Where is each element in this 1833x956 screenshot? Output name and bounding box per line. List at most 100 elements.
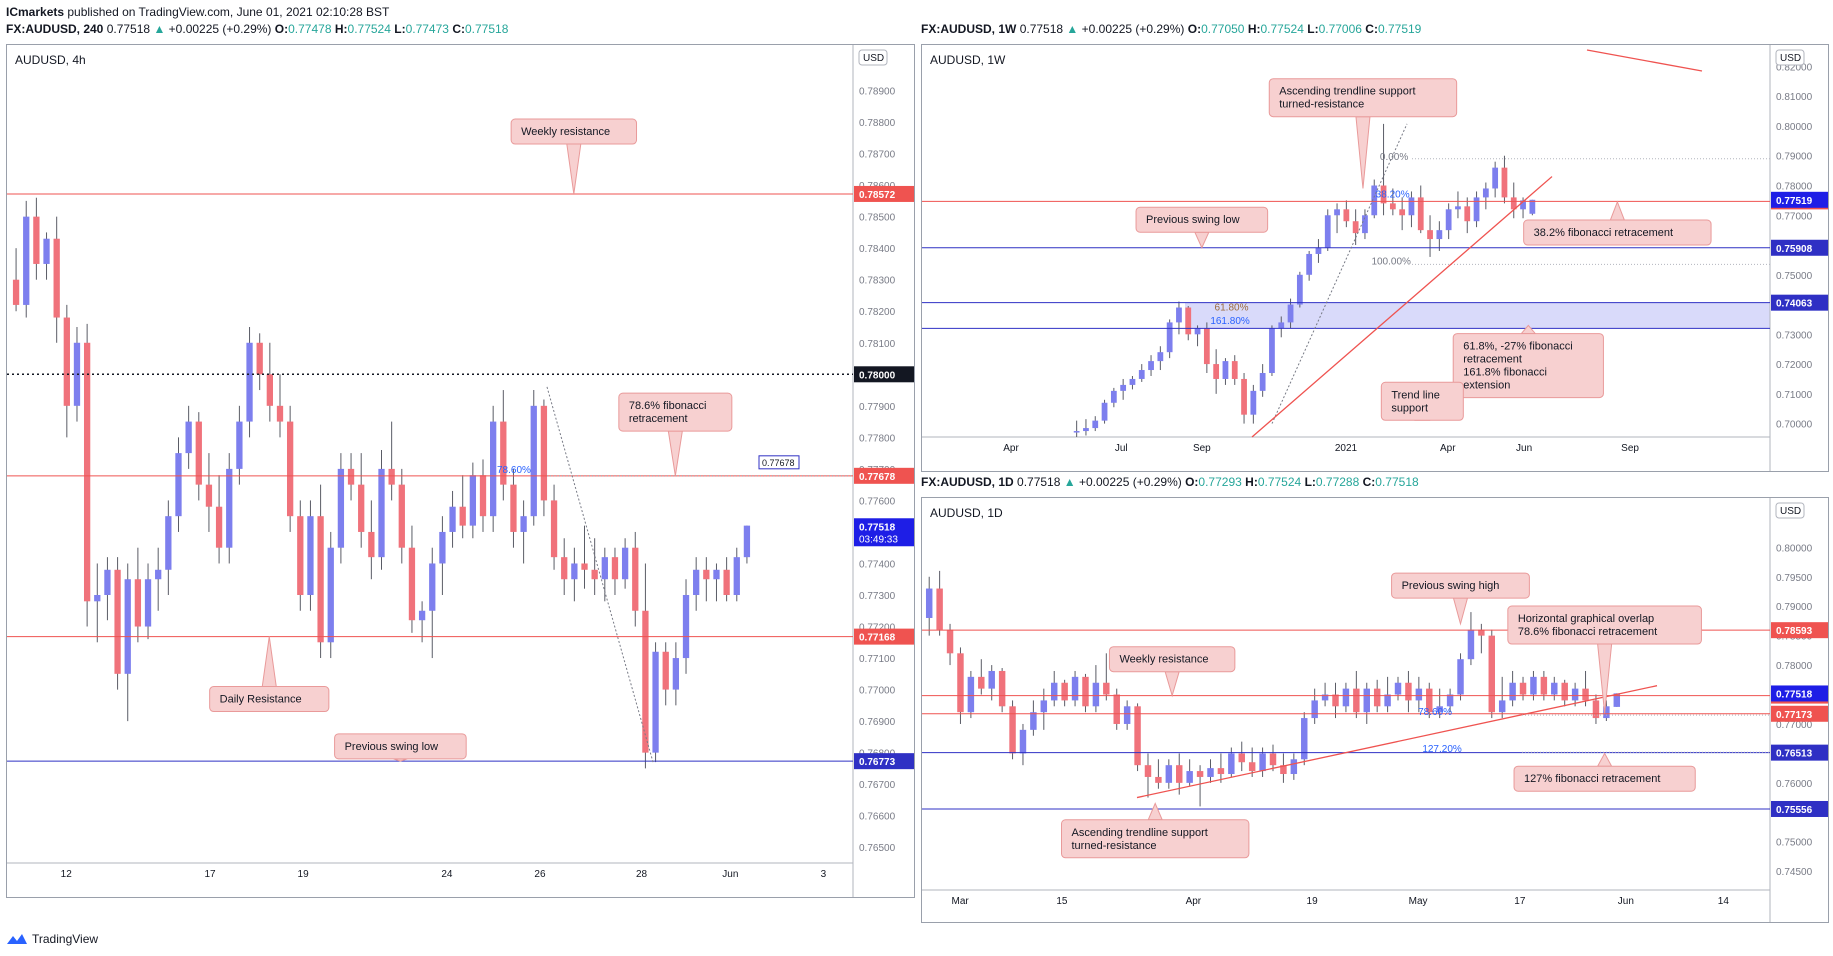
- candle-body: [1301, 718, 1308, 760]
- chart-panel-1w[interactable]: 0.700000.710000.720000.730000.740000.750…: [921, 44, 1829, 472]
- candle-body: [175, 453, 182, 517]
- candle-body: [307, 516, 314, 595]
- candle-body: [368, 531, 375, 558]
- level-price-tag: [1771, 622, 1828, 639]
- time-tick-label: Sep: [1621, 443, 1639, 454]
- callout-box: [1380, 381, 1464, 421]
- h4-open: 0.77478: [288, 22, 332, 36]
- callout-box: [1268, 78, 1458, 118]
- candle-body: [1436, 706, 1443, 713]
- candle-body: [429, 563, 436, 611]
- candle-body: [1498, 700, 1506, 713]
- callout-text: 61.8%, -27% fibonacci: [1463, 341, 1572, 353]
- candle-body: [226, 468, 233, 548]
- level-price-tag: [1771, 800, 1828, 817]
- candle-body: [1529, 199, 1536, 214]
- candle-body: [144, 579, 152, 627]
- level-price-text: 0.77678: [859, 472, 896, 483]
- candle-body: [1371, 185, 1378, 216]
- time-tick-label: 19: [298, 869, 310, 880]
- w1-symbol: FX:AUDUSD, 1W: [921, 22, 1017, 36]
- candle-body: [1092, 682, 1100, 707]
- fib-level-text: 38.20%: [1376, 189, 1410, 200]
- up-arrow-icon: ▲: [1063, 475, 1076, 489]
- candle-body: [1427, 230, 1433, 240]
- currency-label: USD: [863, 53, 884, 64]
- candle-body: [1613, 693, 1621, 707]
- h4-ohlc-line: FX:AUDUSD, 240 0.77518 ▲ +0.00225 (+0.29…: [6, 22, 509, 36]
- level-price-text: 0.78593: [1776, 626, 1813, 637]
- candle-body: [1332, 694, 1339, 707]
- candle-body: [73, 342, 81, 406]
- candle-body: [1455, 206, 1461, 210]
- candle-body: [469, 475, 477, 526]
- h4-close: 0.77518: [464, 22, 509, 36]
- candle-body: [1155, 776, 1162, 783]
- candle-body: [1464, 206, 1471, 222]
- tradingview-branding[interactable]: TradingView: [6, 932, 98, 946]
- w1-last: 0.77518: [1019, 22, 1064, 36]
- price-tick-label: 0.81000: [1776, 92, 1813, 103]
- callout-pointer: [1597, 643, 1613, 714]
- candle-body: [988, 670, 995, 689]
- candle-body: [1228, 753, 1235, 775]
- price-tick-label: 0.77100: [859, 654, 896, 665]
- candle-body: [1321, 694, 1329, 701]
- time-tick-label: 17: [1514, 896, 1526, 907]
- candle-body: [662, 651, 669, 690]
- fib-level-text: 127.20%: [1422, 744, 1462, 755]
- candle-body: [601, 557, 608, 580]
- chart-4h-svg: 0.765000.766000.767000.768000.769000.770…: [7, 45, 914, 897]
- chart-symbol-label: AUDUSD, 1W: [930, 53, 1006, 67]
- candle-body: [1207, 768, 1214, 777]
- candle-body: [1296, 274, 1303, 305]
- currency-label: USD: [1780, 53, 1801, 64]
- callout-box: [209, 686, 330, 713]
- candle-body: [1405, 682, 1412, 701]
- candle-body: [1123, 706, 1131, 724]
- d1-low: 0.77288: [1315, 475, 1360, 489]
- callout-text: Weekly resistance: [1119, 654, 1208, 666]
- fib-zone: [1185, 302, 1770, 329]
- candle-body: [1144, 765, 1152, 777]
- callout-text: turned-resistance: [1279, 99, 1364, 111]
- candle-body: [1582, 688, 1589, 701]
- callout-text: 78.6% fibonacci retracement: [1518, 626, 1657, 638]
- callout-text: extension: [1463, 380, 1510, 392]
- candle-body: [1509, 682, 1516, 701]
- level-price-tag: [854, 753, 914, 770]
- candle-body: [1238, 753, 1245, 763]
- candle-body: [1394, 682, 1402, 695]
- chart-panel-4h[interactable]: 0.765000.766000.767000.768000.769000.770…: [6, 44, 915, 898]
- level-price-text: 0.76513: [1776, 749, 1813, 760]
- candle-body: [1519, 682, 1527, 695]
- price-tick-label: 0.76600: [859, 812, 896, 823]
- candle-body: [1488, 635, 1496, 713]
- callout-text: support: [1391, 402, 1428, 414]
- candle-body: [1290, 759, 1298, 775]
- candle-body: [408, 547, 416, 621]
- candle-body: [946, 629, 954, 654]
- candle-body: [398, 484, 405, 548]
- candle-body: [1120, 384, 1127, 391]
- level-price-tag: [1771, 239, 1828, 256]
- candle-body: [1071, 676, 1079, 701]
- time-tick-label: May: [1409, 896, 1428, 907]
- candle-body: [1334, 209, 1340, 216]
- chart-panel-1d[interactable]: 0.745000.750000.755000.760000.765000.770…: [921, 497, 1829, 923]
- time-tick-label: Jun: [1618, 896, 1634, 907]
- candle-body: [642, 610, 649, 753]
- candle-body: [1176, 765, 1183, 783]
- candle-body: [1306, 253, 1313, 275]
- level-price-text: 0.74063: [1776, 299, 1813, 310]
- candle-body: [1603, 706, 1610, 719]
- candle-body: [33, 216, 40, 264]
- candle-body: [672, 658, 680, 690]
- candle-body: [561, 557, 568, 580]
- candle-body: [418, 610, 426, 621]
- callout-pointer: [566, 143, 582, 195]
- candle-body: [215, 506, 223, 548]
- h4-high: 0.77524: [347, 22, 391, 36]
- candle-body: [632, 547, 639, 611]
- candle-body: [1561, 682, 1568, 701]
